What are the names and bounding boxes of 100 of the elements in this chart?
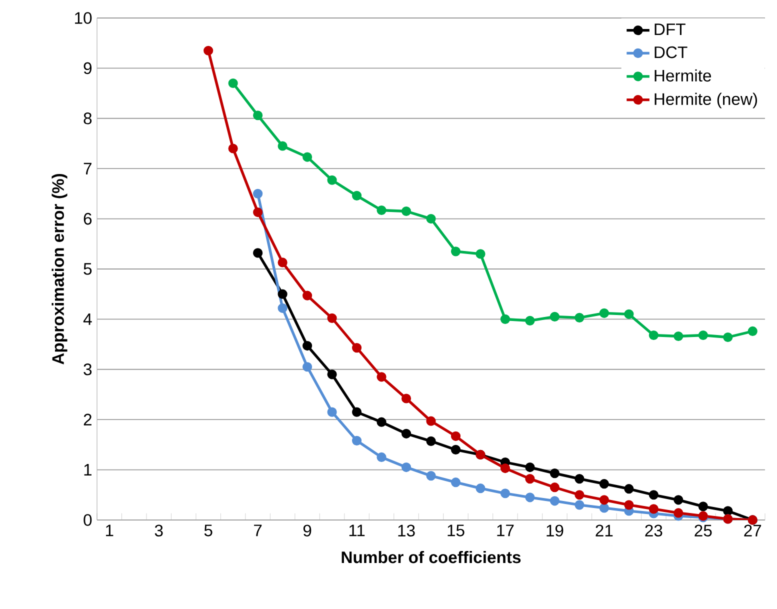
point bbox=[748, 326, 758, 336]
point bbox=[525, 474, 535, 484]
point bbox=[599, 495, 609, 505]
point bbox=[599, 503, 609, 513]
point bbox=[352, 342, 362, 353]
point bbox=[376, 372, 386, 382]
point bbox=[327, 407, 337, 417]
point bbox=[426, 214, 436, 224]
y-axis-title: Approximation error (%) bbox=[52, 174, 68, 364]
point bbox=[450, 478, 461, 488]
point bbox=[674, 495, 684, 505]
point bbox=[450, 444, 461, 455]
point bbox=[352, 190, 362, 200]
y-tick-label: 5 bbox=[84, 263, 92, 275]
point bbox=[698, 330, 708, 340]
point bbox=[476, 249, 486, 259]
legend-label: Hermite (new) bbox=[654, 92, 758, 108]
point bbox=[599, 308, 609, 318]
point bbox=[376, 205, 386, 216]
y-tick-label: 10 bbox=[75, 12, 92, 24]
legend-label: DFT bbox=[654, 24, 686, 36]
point bbox=[278, 289, 288, 299]
point bbox=[550, 496, 560, 506]
point bbox=[327, 370, 337, 380]
x-axis-title: Number of coefficients bbox=[342, 550, 521, 564]
point bbox=[525, 492, 535, 502]
point bbox=[302, 152, 312, 162]
point bbox=[228, 144, 238, 154]
point bbox=[624, 484, 634, 494]
x-tick-label: 5 bbox=[204, 524, 212, 536]
point bbox=[574, 490, 584, 500]
point bbox=[253, 207, 263, 218]
point bbox=[599, 479, 609, 489]
point bbox=[302, 290, 312, 300]
point bbox=[525, 316, 535, 326]
point bbox=[500, 488, 510, 498]
point bbox=[401, 462, 412, 472]
point bbox=[401, 428, 412, 438]
point bbox=[450, 431, 461, 441]
point bbox=[500, 463, 510, 474]
point bbox=[401, 206, 412, 216]
x-tick-label: 7 bbox=[254, 524, 262, 536]
point bbox=[674, 331, 684, 342]
x-tick-label: 1 bbox=[106, 524, 114, 536]
point bbox=[574, 312, 584, 322]
legend-label: DCT bbox=[654, 46, 688, 58]
x-tick-label: 13 bbox=[398, 524, 415, 536]
y-tick-label: 6 bbox=[84, 212, 92, 225]
point bbox=[278, 303, 288, 313]
point bbox=[327, 175, 337, 185]
point bbox=[574, 474, 584, 484]
y-tick-label: 0 bbox=[84, 514, 92, 526]
point bbox=[624, 309, 634, 319]
point bbox=[327, 313, 337, 323]
x-tick-label: 15 bbox=[448, 524, 464, 536]
point bbox=[352, 407, 362, 417]
y-tick-label: 1 bbox=[84, 464, 92, 476]
point bbox=[401, 394, 412, 404]
point bbox=[550, 312, 560, 322]
point bbox=[574, 500, 584, 510]
x-tick-label: 21 bbox=[596, 524, 613, 536]
point bbox=[228, 78, 238, 88]
y-tick-label: 7 bbox=[84, 162, 92, 174]
point bbox=[302, 362, 312, 372]
point bbox=[450, 246, 461, 256]
y-tick-label: 8 bbox=[84, 112, 92, 124]
point bbox=[376, 417, 386, 427]
point bbox=[302, 340, 312, 351]
point bbox=[525, 462, 535, 472]
point bbox=[426, 436, 436, 446]
legend-label: Hermite bbox=[654, 69, 712, 82]
point bbox=[624, 500, 634, 510]
x-tick-label: 27 bbox=[744, 524, 762, 536]
point bbox=[278, 258, 288, 268]
point bbox=[723, 506, 733, 516]
point bbox=[698, 502, 708, 512]
point bbox=[550, 468, 560, 478]
point bbox=[426, 471, 436, 481]
point bbox=[253, 110, 263, 120]
point bbox=[204, 46, 214, 56]
point bbox=[253, 188, 263, 198]
point bbox=[352, 436, 362, 446]
y-tick-label: 9 bbox=[84, 62, 92, 74]
point bbox=[253, 248, 263, 258]
point bbox=[376, 452, 386, 462]
y-tick-label: 3 bbox=[84, 364, 92, 376]
point bbox=[500, 314, 510, 324]
point bbox=[426, 416, 436, 426]
point bbox=[476, 484, 486, 494]
x-tick-label: 19 bbox=[546, 524, 564, 536]
point bbox=[648, 330, 658, 340]
point bbox=[674, 508, 684, 518]
x-tick-label: 9 bbox=[303, 524, 312, 536]
point bbox=[648, 504, 658, 514]
y-tick-label: 2 bbox=[84, 414, 92, 426]
x-tick-label: 25 bbox=[694, 524, 712, 536]
point bbox=[723, 332, 733, 342]
x-tick-label: 11 bbox=[349, 524, 365, 536]
point bbox=[550, 482, 560, 492]
point bbox=[278, 141, 288, 151]
